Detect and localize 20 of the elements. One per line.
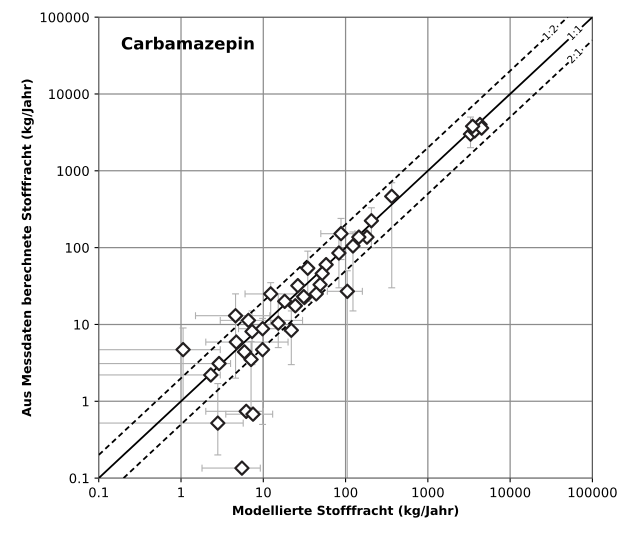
x-axis-title: Modellierte Stofffracht (kg/Jahr) <box>233 505 458 518</box>
text: 2:1 <box>566 48 583 64</box>
x-tick-label: 0.1 <box>89 487 108 498</box>
text: 1:2 <box>542 24 558 40</box>
y-axis-title: Aus Messdaten berechnete Stofffracht (kg/Jahr) <box>22 80 34 417</box>
x-tick-label: 10000 <box>490 487 530 498</box>
y-tick-label: 10000 <box>49 89 89 100</box>
x-tick-label: 10 <box>256 487 271 498</box>
y-tick-label: 10 <box>74 320 89 330</box>
y-tick-label: 1000 <box>58 166 89 176</box>
y-tick-label: 1 <box>82 396 88 406</box>
x-tick-label: 100000 <box>568 487 617 498</box>
y-tick-label: 0.1 <box>70 473 88 484</box>
x-tick-label: 1 <box>178 488 184 498</box>
y-tick-label: 100 <box>66 242 89 253</box>
text: 1:1 <box>566 24 583 40</box>
x-tick-label: 1000 <box>412 487 444 498</box>
y-tick-label: 100000 <box>40 12 89 22</box>
text: Carbamazepin <box>122 36 254 53</box>
x-tick-label: 100 <box>334 487 358 498</box>
